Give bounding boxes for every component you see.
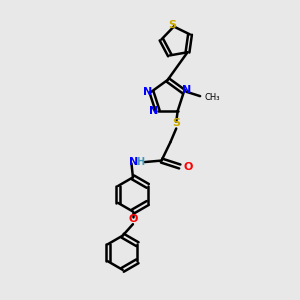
Text: S: S [168,20,176,30]
Text: O: O [183,162,193,172]
Text: CH₃: CH₃ [205,93,220,102]
Text: S: S [172,118,180,128]
Text: N: N [129,157,139,167]
Text: H: H [136,157,144,167]
Text: N: N [149,106,159,116]
Text: N: N [182,85,191,95]
Text: O: O [128,214,138,224]
Text: N: N [143,87,152,97]
